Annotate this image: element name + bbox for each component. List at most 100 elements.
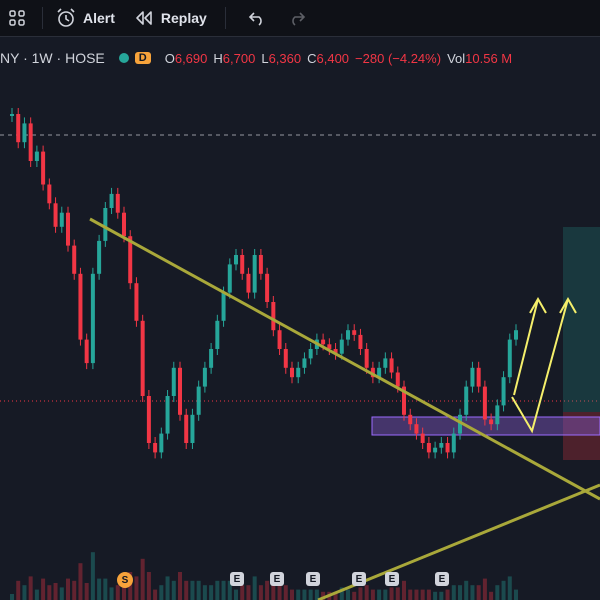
- candle-body: [402, 386, 406, 415]
- volume-bar: [402, 580, 406, 600]
- candle-body: [489, 419, 494, 425]
- high-key: H: [213, 50, 223, 66]
- volume-bar: [358, 587, 363, 600]
- undo-icon: [248, 12, 262, 26]
- volume-bar: [215, 580, 220, 600]
- volume-bar: [209, 585, 214, 600]
- support-zone: [371, 416, 600, 436]
- low-key: L: [261, 50, 269, 66]
- candle-body: [41, 151, 46, 185]
- price-chart[interactable]: [0, 37, 600, 600]
- volume-bar: [47, 585, 52, 600]
- layout-grid-button[interactable]: [0, 0, 34, 36]
- volume-bar: [370, 589, 375, 600]
- earnings-marker[interactable]: E: [352, 572, 366, 586]
- volume-bar: [445, 589, 450, 600]
- candle-body: [16, 114, 21, 143]
- arrowhead: [529, 296, 547, 314]
- candle-body: [339, 339, 344, 354]
- candle-body: [445, 443, 450, 453]
- candle-body: [190, 414, 195, 443]
- arrowhead: [559, 296, 577, 314]
- earnings-marker[interactable]: E: [385, 572, 399, 586]
- alarm-clock-icon: [57, 8, 75, 27]
- volume-bar: [122, 583, 126, 600]
- candle-body: [159, 433, 164, 453]
- split-marker[interactable]: S: [117, 572, 133, 588]
- earnings-marker[interactable]: E: [306, 572, 320, 586]
- candle-body: [115, 193, 120, 213]
- volume-bar: [103, 578, 108, 600]
- volume-bar: [507, 576, 512, 600]
- top-toolbar: Alert Replay: [0, 0, 600, 37]
- projection-path[interactable]: [511, 298, 569, 434]
- volume-bar: [72, 580, 77, 600]
- candle-body: [10, 114, 14, 116]
- volume-bar: [41, 578, 46, 600]
- volume-bar: [377, 589, 382, 600]
- volume-bar: [321, 591, 326, 600]
- low-value: 6,360: [268, 50, 302, 66]
- replay-button[interactable]: Replay: [125, 0, 217, 36]
- candle-body: [246, 273, 251, 293]
- earnings-marker[interactable]: E: [270, 572, 284, 586]
- undo-button[interactable]: [234, 0, 278, 36]
- toolbar-divider: [224, 7, 226, 29]
- candle-body: [327, 344, 332, 349]
- redo-button[interactable]: [278, 0, 316, 36]
- candle-body: [34, 151, 39, 161]
- replay-label: Replay: [160, 10, 207, 26]
- candle-body: [283, 349, 288, 368]
- candle-body: [290, 367, 294, 378]
- symbol-title[interactable]: NY · 1W · HOSE: [0, 50, 105, 66]
- candle-body: [103, 208, 108, 241]
- candle-body: [451, 433, 456, 453]
- volume-bar: [115, 585, 120, 600]
- grid-icon: [9, 10, 25, 26]
- candle-body: [346, 330, 350, 340]
- volume-bar: [78, 563, 83, 600]
- volume-bar: [296, 589, 301, 600]
- candle-body: [358, 334, 363, 349]
- volume-bar: [408, 589, 413, 600]
- candle-body: [383, 358, 388, 368]
- candle-body: [420, 433, 425, 443]
- candle-body: [28, 123, 33, 161]
- candle-body: [196, 386, 201, 415]
- candle-body: [482, 386, 487, 420]
- volume-bar: [414, 589, 419, 600]
- volume-bar: [451, 585, 456, 600]
- earnings-marker[interactable]: E: [435, 572, 449, 586]
- volume-bar: [221, 580, 226, 600]
- candle-body: [514, 330, 518, 340]
- volume-bar: [252, 576, 257, 600]
- projection-arrow-a[interactable]: [513, 298, 539, 396]
- volume-key: Vol: [447, 50, 466, 66]
- candle-body: [165, 396, 170, 434]
- alert-button[interactable]: Alert: [51, 0, 125, 36]
- candle-body: [122, 212, 126, 237]
- volume-bar: [159, 585, 164, 600]
- volume-bar: [395, 587, 400, 600]
- candle-body: [439, 443, 444, 448]
- candle-body: [501, 377, 506, 406]
- candle-body: [153, 443, 158, 453]
- volume-bar: [109, 587, 114, 600]
- volume-bar: [10, 594, 14, 600]
- candle-body: [395, 372, 400, 387]
- earnings-marker[interactable]: E: [230, 572, 244, 586]
- volume-bar: [420, 589, 425, 600]
- delayed-badge: D: [134, 52, 151, 64]
- candle-body: [414, 424, 419, 434]
- volume-bar: [22, 585, 27, 600]
- rewind-icon: [136, 11, 152, 25]
- volume-bar: [84, 583, 89, 600]
- target-zone: [563, 227, 600, 412]
- candle-body: [84, 339, 89, 364]
- downtrend-line[interactable]: [89, 217, 600, 501]
- candle-body: [184, 414, 189, 443]
- volume-bar: [389, 587, 394, 600]
- volume-bar: [290, 589, 294, 600]
- volume-bar: [246, 585, 251, 600]
- candle-body: [302, 358, 307, 368]
